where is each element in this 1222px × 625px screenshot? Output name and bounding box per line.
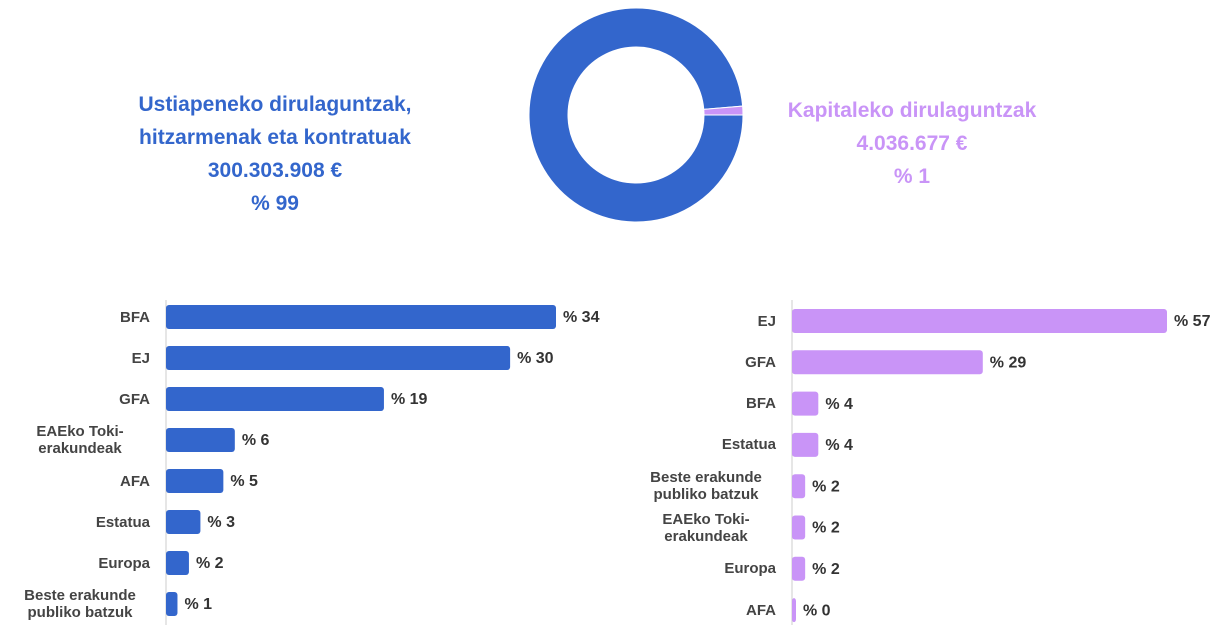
- value-label: % 19: [391, 391, 428, 408]
- category-text: EAEko Toki-erakundeak: [662, 510, 750, 545]
- value-label: % 2: [812, 478, 840, 495]
- bar: [792, 309, 1167, 333]
- category-label: BFA: [0, 297, 150, 337]
- category-text: Estatua: [95, 513, 150, 531]
- category-text: GFA: [745, 353, 776, 371]
- bar: [792, 391, 819, 416]
- category-text: BFA: [746, 395, 776, 413]
- bar: [166, 469, 224, 493]
- value-label: % 57: [1174, 313, 1211, 330]
- category-text: Europa: [724, 560, 776, 578]
- category-label: Estatua: [0, 502, 150, 542]
- category-label: EAEko Toki-erakundeak: [616, 508, 776, 548]
- category-label: EJ: [0, 338, 150, 378]
- category-text: BFA: [120, 308, 150, 326]
- category-text: Estatua: [721, 436, 776, 454]
- donut-label: Ustiapeneko dirulaguntzak, hitzarmenak e…: [85, 88, 465, 220]
- category-label: Estatua: [616, 425, 776, 465]
- category-text: EJ: [757, 312, 776, 330]
- category-label: EAEko Toki-erakundeak: [0, 420, 150, 460]
- bar: [166, 305, 556, 329]
- bar: [792, 556, 806, 581]
- value-label: % 4: [825, 396, 853, 413]
- category-label: Beste erakunde publiko batzuk: [616, 466, 776, 506]
- category-text: Beste erakunde publiko batzuk: [24, 587, 136, 621]
- value-label: % 0: [803, 602, 831, 619]
- value-label: % 2: [812, 561, 840, 578]
- value-label: % 1: [184, 596, 212, 613]
- category-text: AFA: [120, 472, 150, 490]
- value-label: % 4: [825, 437, 853, 454]
- bar: [166, 592, 178, 616]
- category-label: GFA: [0, 379, 150, 419]
- category-label: Europa: [0, 543, 150, 583]
- slice-amount: 4.036.677 €: [856, 132, 968, 155]
- category-label: AFA: [616, 590, 776, 625]
- slice-share: % 99: [251, 192, 299, 215]
- category-label: EJ: [616, 301, 776, 341]
- category-label: BFA: [616, 384, 776, 424]
- bar: [166, 551, 189, 575]
- value-label: % 2: [196, 555, 224, 572]
- value-label: % 2: [812, 520, 840, 537]
- category-label: AFA: [0, 461, 150, 501]
- donut-slice: [703, 105, 744, 116]
- bar: [792, 350, 983, 375]
- bar: [792, 515, 806, 540]
- category-label: GFA: [616, 342, 776, 382]
- category-label: Beste erakunde publiko batzuk: [0, 584, 150, 624]
- bar: [792, 598, 796, 623]
- category-text: AFA: [746, 601, 776, 619]
- slice-name: Ustiapeneko dirulaguntzak, hitzarmenak e…: [138, 93, 412, 149]
- donut-slice: [528, 7, 744, 223]
- value-label: % 6: [242, 432, 270, 449]
- value-label: % 3: [207, 514, 235, 531]
- bar: [792, 474, 806, 499]
- category-label: Europa: [616, 549, 776, 589]
- slice-share: % 1: [893, 165, 931, 188]
- value-label: % 30: [517, 350, 554, 367]
- category-text: Europa: [98, 554, 150, 572]
- category-text: EAEko Toki-erakundeak: [36, 423, 124, 457]
- slice-amount: 300.303.908 €: [207, 159, 343, 182]
- category-text: Beste erakunde publiko batzuk: [650, 469, 762, 504]
- category-text: GFA: [119, 390, 150, 408]
- bar: [166, 387, 384, 411]
- value-label: % 34: [563, 309, 600, 326]
- value-label: % 5: [230, 473, 258, 490]
- bar: [166, 510, 201, 534]
- value-label: % 29: [990, 355, 1027, 372]
- slice-name: Kapitaleko dirulaguntzak: [787, 99, 1037, 122]
- bar: [166, 346, 511, 370]
- bar: [792, 432, 819, 457]
- donut-label: Kapitaleko dirulaguntzak 4.036.677 € % 1: [762, 94, 1062, 193]
- bar: [166, 428, 235, 452]
- category-text: EJ: [131, 349, 150, 367]
